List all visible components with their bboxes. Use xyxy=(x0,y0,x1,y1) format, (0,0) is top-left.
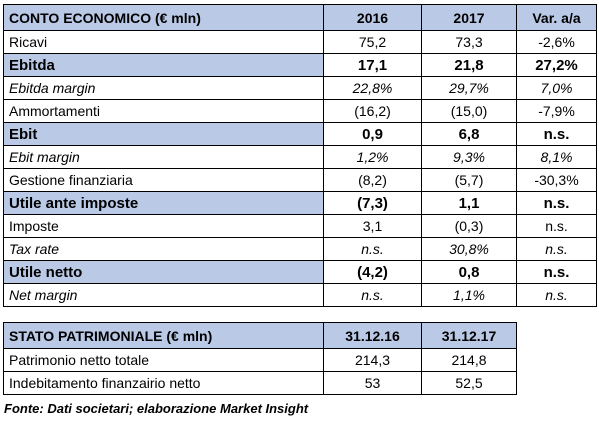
value-2016: (16,2) xyxy=(323,99,422,123)
value-2017: 1,1% xyxy=(421,283,517,307)
income-row: Utile ante imposte (7,3) 1,1 n.s. xyxy=(3,191,597,215)
income-header-var: Var. a/a xyxy=(516,4,597,31)
balance-row: Patrimonio netto totale 214,3 214,8 xyxy=(3,348,517,372)
value-2017: 52,5 xyxy=(421,371,517,395)
balance-header-2017: 31.12.17 xyxy=(421,322,517,349)
value-var: n.s. xyxy=(516,260,597,284)
value-var: 8,1% xyxy=(516,145,597,169)
balance-row: Indebitamento finanzairio netto 53 52,5 xyxy=(3,371,517,395)
income-header-row: CONTO ECONOMICO (€ mln) 2016 2017 Var. a… xyxy=(3,4,597,31)
value-2017: 29,7% xyxy=(421,76,517,100)
value-var: n.s. xyxy=(516,122,597,146)
value-2016: n.s. xyxy=(323,283,422,307)
row-label: Ricavi xyxy=(3,30,324,54)
balance-sheet-table: STATO PATRIMONIALE (€ mln) 31.12.16 31.1… xyxy=(3,322,517,395)
value-2016: (4,2) xyxy=(323,260,422,284)
income-row: Ebitda 17,1 21,8 27,2% xyxy=(3,53,597,77)
row-label: Utile ante imposte xyxy=(3,191,324,215)
value-2017: 73,3 xyxy=(421,30,517,54)
balance-header-row: STATO PATRIMONIALE (€ mln) 31.12.16 31.1… xyxy=(3,322,517,349)
value-2017: (0,3) xyxy=(421,214,517,238)
income-row: Utile netto (4,2) 0,8 n.s. xyxy=(3,260,597,284)
value-2016: 17,1 xyxy=(323,53,422,77)
value-2017: 0,8 xyxy=(421,260,517,284)
value-2016: (7,3) xyxy=(323,191,422,215)
row-label: Gestione finanziaria xyxy=(3,168,324,192)
value-2016: n.s. xyxy=(323,237,422,261)
income-statement-table: CONTO ECONOMICO (€ mln) 2016 2017 Var. a… xyxy=(3,4,597,307)
income-header-title: CONTO ECONOMICO (€ mln) xyxy=(3,4,324,31)
value-var: n.s. xyxy=(516,283,597,307)
row-label: Ebit margin xyxy=(3,145,324,169)
value-2016: 214,3 xyxy=(323,348,422,372)
balance-header-2016: 31.12.16 xyxy=(323,322,422,349)
value-2016: 22,8% xyxy=(323,76,422,100)
row-label: Indebitamento finanzairio netto xyxy=(3,371,324,395)
row-label: Utile netto xyxy=(3,260,324,284)
value-var: -30,3% xyxy=(516,168,597,192)
value-var: 7,0% xyxy=(516,76,597,100)
row-label: Ammortamenti xyxy=(3,99,324,123)
value-2016: 75,2 xyxy=(323,30,422,54)
value-2017: 9,3% xyxy=(421,145,517,169)
income-row: Ammortamenti (16,2) (15,0) -7,9% xyxy=(3,99,597,123)
value-2017: (5,7) xyxy=(421,168,517,192)
income-row: Net margin n.s. 1,1% n.s. xyxy=(3,283,597,307)
balance-header-title: STATO PATRIMONIALE (€ mln) xyxy=(3,322,324,349)
income-row: Ebit margin 1,2% 9,3% 8,1% xyxy=(3,145,597,169)
row-label: Ebitda xyxy=(3,53,324,77)
value-var: n.s. xyxy=(516,237,597,261)
value-2017: 21,8 xyxy=(421,53,517,77)
income-row: Ebitda margin 22,8% 29,7% 7,0% xyxy=(3,76,597,100)
balance-body: Patrimonio netto totale 214,3 214,8 Indebit… xyxy=(3,348,517,395)
value-2017: (15,0) xyxy=(421,99,517,123)
value-var: -2,6% xyxy=(516,30,597,54)
value-2017: 1,1 xyxy=(421,191,517,215)
value-var: n.s. xyxy=(516,214,597,238)
value-var: n.s. xyxy=(516,191,597,215)
income-row: Tax rate n.s. 30,8% n.s. xyxy=(3,237,597,261)
income-header-2016: 2016 xyxy=(323,4,422,31)
row-label: Net margin xyxy=(3,283,324,307)
income-header-2017: 2017 xyxy=(421,4,517,31)
income-row: Imposte 3,1 (0,3) n.s. xyxy=(3,214,597,238)
row-label: Tax rate xyxy=(3,237,324,261)
income-row: Ebit 0,9 6,8 n.s. xyxy=(3,122,597,146)
row-label: Patrimonio netto totale xyxy=(3,348,324,372)
value-2017: 30,8% xyxy=(421,237,517,261)
row-label: Imposte xyxy=(3,214,324,238)
income-row: Ricavi 75,2 73,3 -2,6% xyxy=(3,30,597,54)
value-2016: 0,9 xyxy=(323,122,422,146)
income-row: Gestione finanziaria (8,2) (5,7) -30,3% xyxy=(3,168,597,192)
income-body: Ricavi 75,2 73,3 -2,6% Ebitda 17,1 21,8 27,2% Eb… xyxy=(3,30,597,307)
value-var: 27,2% xyxy=(516,53,597,77)
value-2016: 53 xyxy=(323,371,422,395)
source-footnote: Fonte: Dati societari; elaborazione Mark… xyxy=(4,401,309,416)
value-var: -7,9% xyxy=(516,99,597,123)
value-2016: 3,1 xyxy=(323,214,422,238)
value-2016: 1,2% xyxy=(323,145,422,169)
row-label: Ebitda margin xyxy=(3,76,324,100)
value-2016: (8,2) xyxy=(323,168,422,192)
value-2017: 6,8 xyxy=(421,122,517,146)
value-2017: 214,8 xyxy=(421,348,517,372)
row-label: Ebit xyxy=(3,122,324,146)
